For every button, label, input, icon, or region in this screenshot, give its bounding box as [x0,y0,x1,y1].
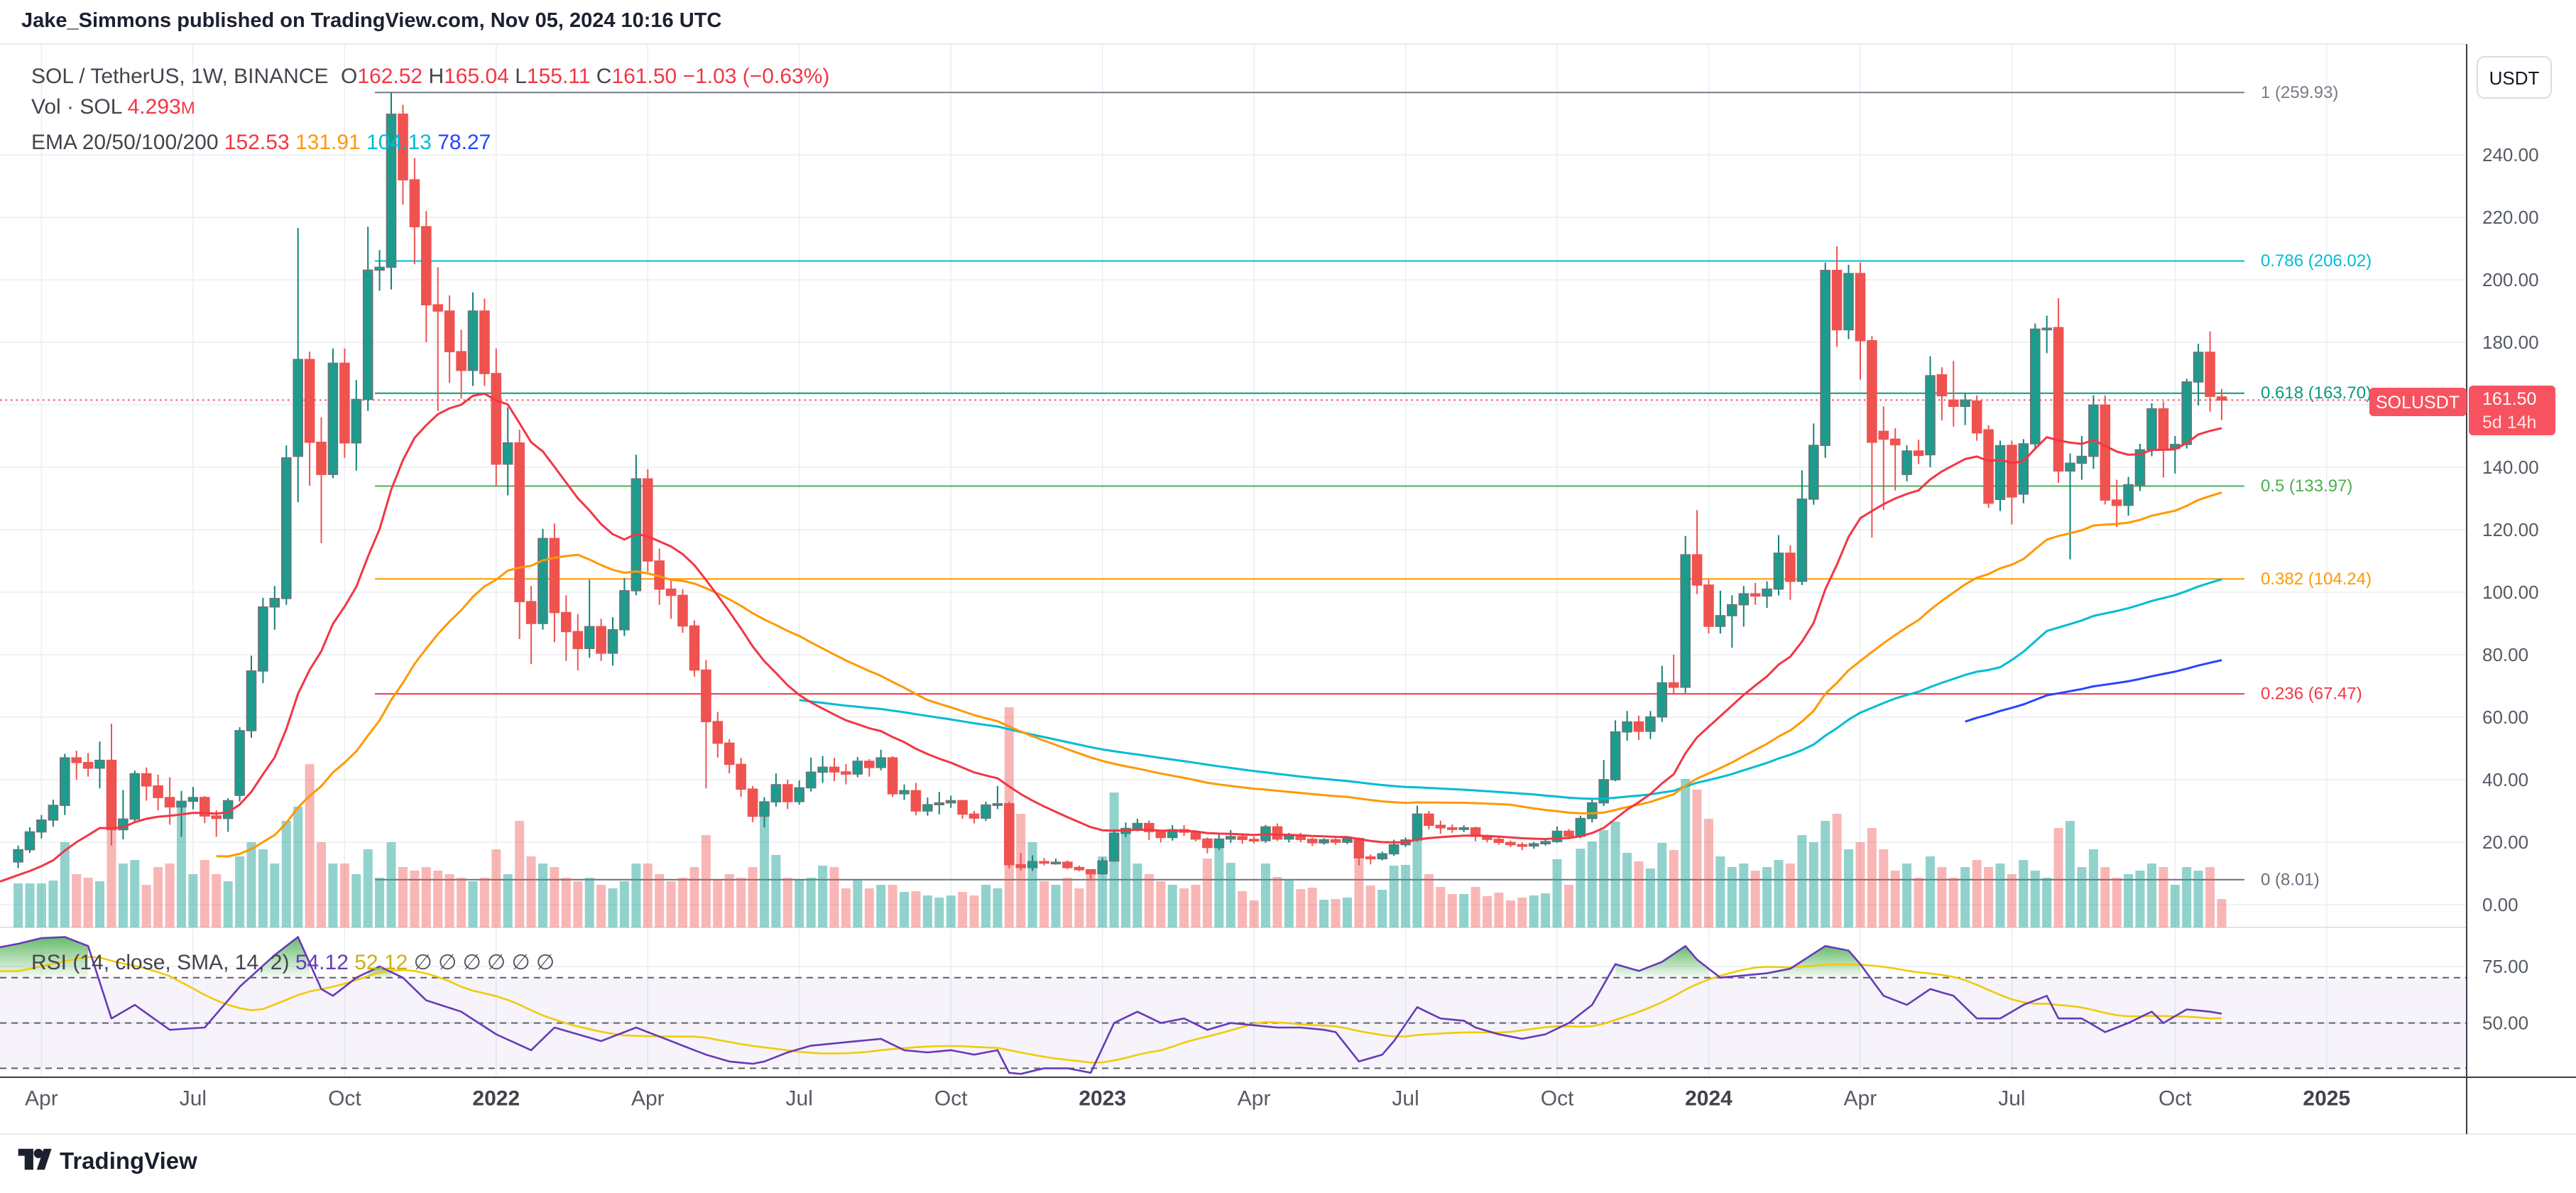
svg-text:Jul: Jul [180,1087,207,1111]
svg-text:Oct: Oct [328,1087,361,1111]
svg-text:Apr: Apr [631,1087,665,1111]
svg-text:180.00: 180.00 [2482,332,2539,353]
svg-text:0.382 (104.24): 0.382 (104.24) [2261,570,2372,589]
svg-text:2023: 2023 [1079,1087,1126,1111]
svg-text:EMA 20/50/100/200 152.53 131: EMA 20/50/100/200 152.53 131.91 104.13 7… [31,131,491,154]
svg-text:Jul: Jul [1998,1087,2025,1111]
svg-text:Jul: Jul [786,1087,813,1111]
svg-text:0.5 (133.97): 0.5 (133.97) [2261,476,2352,496]
svg-text:0 (8.01): 0 (8.01) [2261,870,2320,889]
svg-text:140.00: 140.00 [2482,457,2539,478]
svg-text:Apr: Apr [1844,1087,1877,1111]
svg-text:50.00: 50.00 [2482,1013,2528,1034]
svg-text:USDT: USDT [2489,67,2540,89]
svg-text:2022: 2022 [472,1087,520,1111]
svg-text:161.50: 161.50 [2482,389,2536,409]
svg-text:80.00: 80.00 [2482,644,2528,665]
svg-text:2025: 2025 [2303,1087,2350,1111]
svg-text:Apr: Apr [1238,1087,1271,1111]
svg-text:SOLUSDT: SOLUSDT [2376,393,2460,413]
svg-text:Jul: Jul [1392,1087,1419,1111]
svg-text:TradingView: TradingView [60,1148,197,1174]
svg-text:O162.52 H165.04 L155.11 C16: O162.52 H165.04 L155.11 C161.50 −1.03 (−… [341,65,829,88]
svg-text:2024: 2024 [1685,1087,1732,1111]
svg-text:60.00: 60.00 [2482,707,2528,728]
svg-text:0.786 (206.02): 0.786 (206.02) [2261,251,2372,271]
svg-text:Oct: Oct [1541,1087,1574,1111]
svg-text:0.236 (67.47): 0.236 (67.47) [2261,685,2362,704]
svg-text:200.00: 200.00 [2482,269,2539,290]
svg-text:Vol · SOL 4.293M: Vol · SOL 4.293M [31,95,195,119]
svg-text:0.00: 0.00 [2482,894,2518,915]
svg-text:RSI (14, close, SMA, 14, 2) 5: RSI (14, close, SMA, 14, 2) 54.12 52.12 … [31,951,555,974]
svg-text:240.00: 240.00 [2482,144,2539,165]
svg-text:100.00: 100.00 [2482,582,2539,603]
svg-text:120.00: 120.00 [2482,519,2539,540]
svg-text:Jake_Simmons published on Trad: Jake_Simmons published on TradingView.co… [21,9,721,32]
svg-text:1 (259.93): 1 (259.93) [2261,83,2338,102]
svg-text:SOL / TetherUS, 1W, BINANCE: SOL / TetherUS, 1W, BINANCE [31,65,328,88]
svg-text:220.00: 220.00 [2482,207,2539,228]
svg-text:20.00: 20.00 [2482,832,2528,853]
svg-text:Apr: Apr [25,1087,58,1111]
svg-text:5d 14h: 5d 14h [2482,413,2536,432]
svg-text:Oct: Oct [934,1087,968,1111]
svg-text:Oct: Oct [2159,1087,2192,1111]
svg-text:40.00: 40.00 [2482,769,2528,790]
svg-text:75.00: 75.00 [2482,956,2528,977]
